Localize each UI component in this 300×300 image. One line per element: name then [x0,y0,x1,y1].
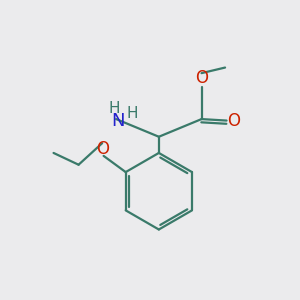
Text: O: O [195,69,208,87]
Text: O: O [227,112,240,130]
Text: O: O [96,140,109,158]
Text: N: N [112,112,125,130]
Text: H: H [127,106,138,121]
Text: H: H [108,101,119,116]
